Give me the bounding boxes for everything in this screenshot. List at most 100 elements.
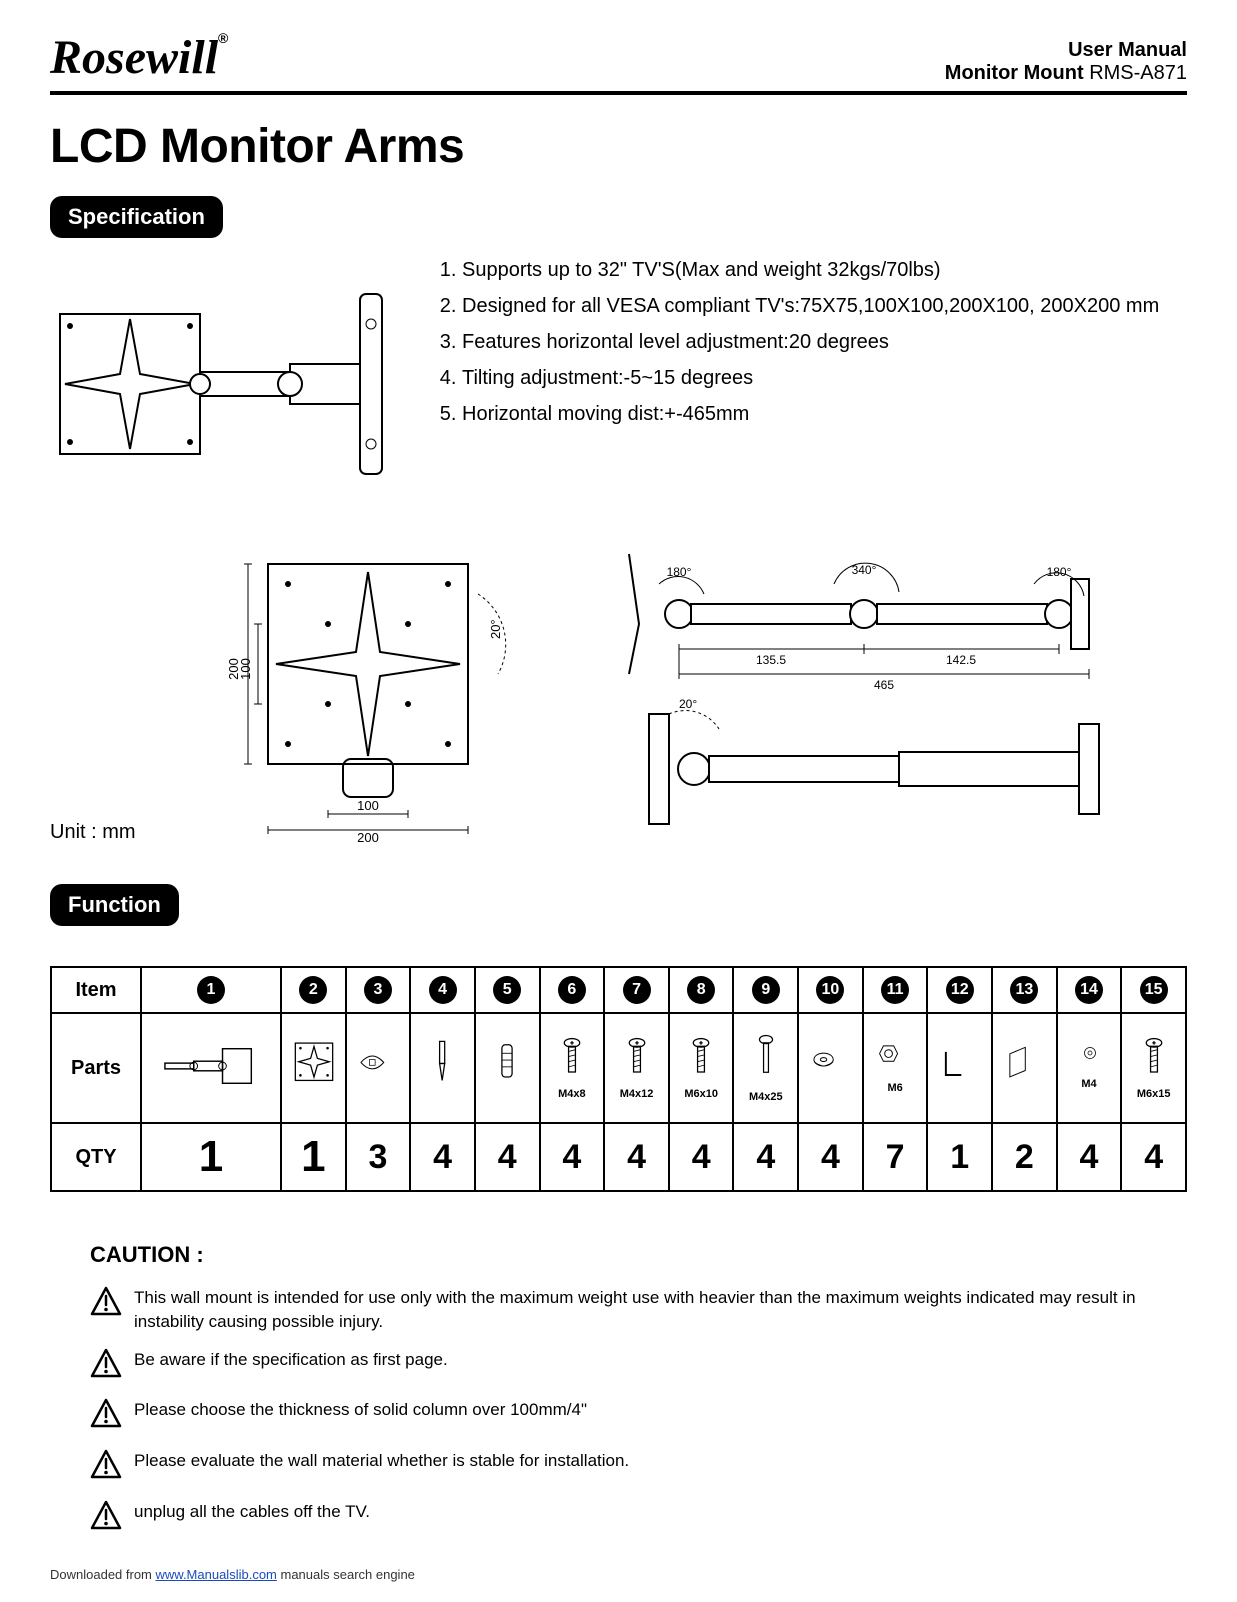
caution-item: Be aware if the specification as first p… xyxy=(90,1348,1147,1385)
item-row: Item 123456789101112131415 xyxy=(51,967,1186,1013)
product-model: RMS-A871 xyxy=(1089,62,1187,84)
item-number-cell: 2 xyxy=(281,967,346,1013)
part-cell xyxy=(927,1013,992,1123)
caution-text: This wall mount is intended for use only… xyxy=(134,1286,1147,1334)
item-number-badge: 14 xyxy=(1075,976,1103,1004)
item-number-badge: 5 xyxy=(493,976,521,1004)
item-number-cell: 11 xyxy=(863,967,928,1013)
item-number-badge: 13 xyxy=(1010,976,1038,1004)
qty-cell: 7 xyxy=(863,1123,928,1191)
warning-icon xyxy=(90,1449,122,1486)
qty-cell: 1 xyxy=(281,1123,346,1191)
arm-side-view-diagram: 20° xyxy=(590,694,1187,844)
item-number-cell: 4 xyxy=(410,967,475,1013)
qty-cell: 4 xyxy=(540,1123,605,1191)
item-number-badge: 11 xyxy=(881,976,909,1004)
svg-text:20°: 20° xyxy=(679,697,697,711)
part-cell xyxy=(798,1013,863,1123)
part-icon xyxy=(689,1036,713,1084)
parts-row: Parts M4x8M4x12M6x10M4x25M6M4M6x15 xyxy=(51,1013,1186,1123)
part-icon xyxy=(495,1038,519,1094)
specification-section: Specification xyxy=(50,196,1187,844)
spec-item: Horizontal moving dist:+-465mm xyxy=(462,398,1187,430)
parts-table: Item 123456789101112131415 Parts M4x8M4x… xyxy=(50,966,1187,1192)
item-number-badge: 4 xyxy=(429,976,457,1004)
item-number-badge: 15 xyxy=(1140,976,1168,1004)
qty-cell: 4 xyxy=(1057,1123,1122,1191)
part-cell xyxy=(992,1013,1057,1123)
qty-cell: 4 xyxy=(604,1123,669,1191)
footer-link[interactable]: www.Manualslib.com xyxy=(156,1567,277,1582)
part-cell xyxy=(475,1013,540,1123)
svg-text:142.5: 142.5 xyxy=(945,653,975,667)
item-number-cell: 12 xyxy=(927,967,992,1013)
item-number-cell: 6 xyxy=(540,967,605,1013)
svg-text:180°: 180° xyxy=(666,565,691,579)
svg-text:180°: 180° xyxy=(1046,565,1071,579)
item-number-badge: 3 xyxy=(364,976,392,1004)
warning-icon xyxy=(90,1348,122,1385)
spec-item: Tilting adjustment:-5~15 degrees xyxy=(462,362,1187,394)
part-label: M6x10 xyxy=(674,1088,729,1100)
part-icon xyxy=(1075,1046,1103,1074)
item-number-badge: 7 xyxy=(623,976,651,1004)
part-cell: M4x12 xyxy=(604,1013,669,1123)
item-number-badge: 9 xyxy=(752,976,780,1004)
item-number-cell: 14 xyxy=(1057,967,1122,1013)
qty-cell: 3 xyxy=(346,1123,411,1191)
item-number-cell: 13 xyxy=(992,967,1057,1013)
caution-title: CAUTION : xyxy=(90,1242,1147,1268)
caution-item: unplug all the cables off the TV. xyxy=(90,1500,1147,1537)
specification-badge: Specification xyxy=(50,196,223,238)
caution-item: This wall mount is intended for use only… xyxy=(90,1286,1147,1334)
qty-cell: 4 xyxy=(410,1123,475,1191)
part-icon xyxy=(1006,1038,1042,1094)
item-number-badge: 2 xyxy=(299,976,327,1004)
part-label: M6 xyxy=(868,1082,923,1094)
part-cell: M4x8 xyxy=(540,1013,605,1123)
qty-cell: 1 xyxy=(141,1123,281,1191)
item-number-badge: 8 xyxy=(687,976,715,1004)
caution-section: CAUTION : This wall mount is intended fo… xyxy=(50,1242,1187,1537)
part-icon xyxy=(560,1036,584,1084)
caution-text: Please choose the thickness of solid col… xyxy=(134,1398,587,1422)
part-icon xyxy=(754,1033,778,1087)
svg-text:100: 100 xyxy=(357,798,379,813)
vesa-plate-diagram: 200 100 100 200 20° xyxy=(146,544,570,844)
part-label: M4x12 xyxy=(609,1088,664,1100)
function-section: Function Item 123456789101112131415 Part… xyxy=(50,884,1187,1192)
item-number-cell: 10 xyxy=(798,967,863,1013)
spec-list: Supports up to 32" TV'S(Max and weight 3… xyxy=(440,254,1187,430)
part-cell: M6x10 xyxy=(669,1013,734,1123)
brand-logo: Rosewill® xyxy=(50,30,228,85)
warning-icon xyxy=(90,1500,122,1537)
manual-label: User Manual xyxy=(945,39,1187,62)
caution-item: Please choose the thickness of solid col… xyxy=(90,1398,1147,1435)
arm-top-view-diagram: 180° 340° 180° 135.5 142.5 465 xyxy=(590,524,1187,694)
qty-cell: 2 xyxy=(992,1123,1057,1191)
part-icon xyxy=(432,1038,454,1094)
qty-cell: 4 xyxy=(669,1123,734,1191)
part-label: M6x15 xyxy=(1126,1088,1181,1100)
spec-item: Designed for all VESA compliant TV's:75X… xyxy=(462,290,1187,322)
part-cell xyxy=(346,1013,411,1123)
svg-text:20°: 20° xyxy=(488,619,503,639)
part-icon xyxy=(1142,1036,1166,1084)
part-label: M4 xyxy=(1062,1078,1117,1090)
item-number-cell: 3 xyxy=(346,967,411,1013)
part-label: M4x8 xyxy=(545,1088,600,1100)
item-number-badge: 6 xyxy=(558,976,586,1004)
item-number-cell: 15 xyxy=(1121,967,1186,1013)
footer-prefix: Downloaded from xyxy=(50,1567,156,1582)
svg-text:340°: 340° xyxy=(851,563,876,577)
part-icon xyxy=(625,1036,649,1084)
part-cell: M6 xyxy=(863,1013,928,1123)
caution-list: This wall mount is intended for use only… xyxy=(90,1286,1147,1537)
item-header: Item xyxy=(51,967,141,1013)
warning-icon xyxy=(90,1398,122,1435)
footer-note: Downloaded from www.Manualslib.com manua… xyxy=(50,1567,1187,1582)
part-cell xyxy=(281,1013,346,1123)
function-badge: Function xyxy=(50,884,179,926)
warning-icon xyxy=(90,1286,122,1323)
svg-text:200: 200 xyxy=(357,830,379,844)
